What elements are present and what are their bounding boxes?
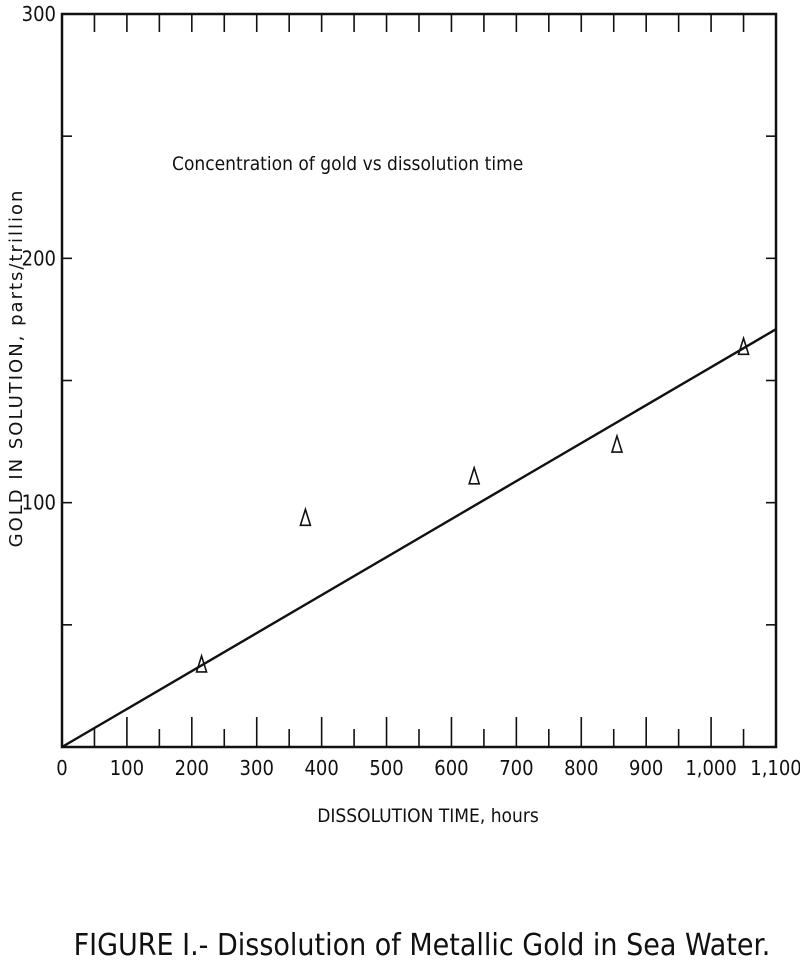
fit-line bbox=[61, 328, 777, 749]
x-minor-ticks bbox=[93, 14, 745, 747]
x-tick-label: 300 bbox=[240, 756, 274, 780]
x-tick-label: 1,000 bbox=[685, 756, 737, 780]
x-tick-labels: 0 100 200 300 400 500 600 700 800 900 1,000 1,100 bbox=[56, 756, 800, 780]
x-tick-label: 600 bbox=[434, 756, 468, 780]
y-tick-label: 200 bbox=[22, 246, 56, 270]
x-tick-label: 700 bbox=[499, 756, 533, 780]
x-axis-title: DISSOLUTION TIME, hours bbox=[317, 805, 539, 827]
data-point bbox=[610, 433, 624, 453]
y-tick-labels: 100 200 300 bbox=[22, 2, 56, 515]
x-tick-label: 800 bbox=[564, 756, 598, 780]
x-tick-label: 900 bbox=[629, 756, 663, 780]
data-point bbox=[468, 465, 481, 485]
y-axis-title: GOLD IN SOLUTION, parts/trillion bbox=[6, 189, 27, 548]
y-minor-ticks bbox=[62, 135, 776, 626]
chart-annotation: Concentration of gold vs dissolution tim… bbox=[172, 153, 523, 175]
data-points bbox=[195, 335, 750, 673]
y-tick-label: 300 bbox=[22, 2, 56, 26]
x-tick-label: 0 bbox=[56, 756, 67, 780]
data-point bbox=[737, 335, 750, 356]
plot-area bbox=[60, 12, 778, 749]
data-point bbox=[195, 653, 208, 673]
x-tick-label: 500 bbox=[369, 756, 403, 780]
x-tick-label: 400 bbox=[304, 756, 338, 780]
y-tick-label: 100 bbox=[22, 491, 56, 515]
x-tick-label: 1,100 bbox=[750, 756, 800, 780]
figure-caption: FIGURE I.- Dissolution of Metallic Gold … bbox=[74, 928, 771, 963]
data-point bbox=[299, 506, 312, 527]
x-tick-label: 200 bbox=[175, 756, 209, 780]
x-tick-label: 100 bbox=[110, 756, 144, 780]
plot-frame bbox=[60, 12, 778, 749]
